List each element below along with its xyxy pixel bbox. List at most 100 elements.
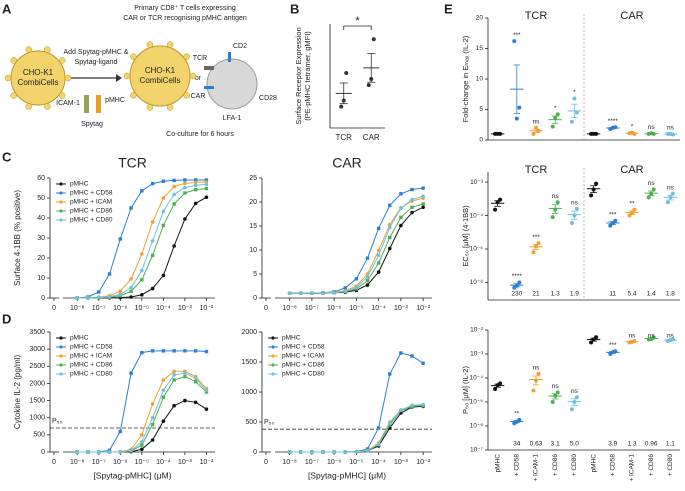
data-point bbox=[183, 349, 187, 353]
knob bbox=[44, 46, 51, 53]
data-point bbox=[193, 376, 198, 381]
legend-marker bbox=[59, 354, 63, 358]
data-point bbox=[172, 349, 176, 353]
data-point bbox=[183, 217, 187, 221]
data-point bbox=[495, 200, 500, 205]
data-point bbox=[343, 286, 347, 290]
icam-icon bbox=[84, 95, 89, 113]
y-tick-label: 5 bbox=[253, 271, 257, 278]
fold-label: 5.0 bbox=[570, 441, 579, 448]
y-axis-label: Cytokine IL-2 (pg/ml) bbox=[13, 355, 22, 430]
receptor-label: CD28 bbox=[259, 95, 277, 102]
data-point bbox=[670, 337, 675, 342]
data-point bbox=[150, 402, 155, 406]
y-tick-label: 50 bbox=[37, 195, 45, 202]
x-tick-label: 0 bbox=[264, 459, 268, 466]
section-label: TCR bbox=[525, 164, 548, 176]
data-point bbox=[161, 209, 166, 214]
y-axis-label: Surface Receptor Expression bbox=[294, 27, 303, 125]
x-tick-label: 10⁻² bbox=[416, 305, 430, 312]
data-point bbox=[183, 371, 187, 375]
data-point bbox=[107, 272, 112, 276]
y-tick-label: 15 bbox=[476, 45, 484, 52]
data-point bbox=[376, 270, 381, 274]
receptor-label: or bbox=[195, 75, 202, 82]
data-point bbox=[86, 296, 90, 300]
cell-label: CombiCells bbox=[18, 78, 59, 87]
pmhc-icon bbox=[96, 95, 101, 113]
data-point bbox=[150, 415, 155, 420]
data-point bbox=[172, 373, 176, 377]
data-point bbox=[399, 215, 403, 220]
data-point bbox=[517, 105, 522, 110]
data-point bbox=[140, 268, 144, 273]
data-point bbox=[161, 273, 166, 278]
data-point bbox=[140, 447, 144, 452]
x-tick-label: 10⁻⁶ bbox=[327, 459, 341, 466]
data-point bbox=[172, 403, 176, 408]
x-tick-label: 10⁻³ bbox=[178, 305, 192, 312]
y-tick-label: 20 bbox=[37, 255, 45, 262]
significance-label: *** bbox=[609, 211, 617, 218]
significance-label: ns bbox=[533, 364, 541, 371]
data-point bbox=[514, 116, 519, 121]
y-tick-label: 10⁻⁵ bbox=[470, 399, 484, 406]
significance-label: ns bbox=[667, 125, 675, 132]
t-cell bbox=[206, 58, 258, 110]
section-label: CAR bbox=[620, 10, 643, 22]
y-tick-label: 1000 bbox=[241, 389, 257, 396]
data-point bbox=[193, 380, 198, 384]
significance-label: ns bbox=[667, 184, 675, 191]
y-tick-label: 10⁻⁴ bbox=[470, 375, 484, 382]
legend-label: pMHC + CD86 bbox=[282, 362, 325, 369]
panel-label: C bbox=[2, 149, 12, 164]
x-tick-label: 10⁻⁸ bbox=[282, 305, 296, 312]
legend-marker bbox=[59, 363, 63, 367]
data-point bbox=[589, 340, 594, 345]
data-point bbox=[298, 291, 303, 296]
data-point bbox=[410, 354, 414, 358]
data-point bbox=[354, 277, 359, 281]
data-point bbox=[140, 443, 144, 447]
data-point bbox=[646, 195, 651, 200]
legend-marker bbox=[59, 336, 63, 340]
y-tick-label: 40 bbox=[37, 215, 45, 222]
data-point bbox=[150, 286, 155, 291]
y-tick-label: 60 bbox=[37, 175, 45, 182]
legend-marker bbox=[271, 345, 275, 349]
data-point bbox=[410, 197, 414, 202]
data-point bbox=[321, 291, 325, 296]
receptor-label: CAR bbox=[191, 93, 206, 100]
data-point bbox=[387, 421, 392, 426]
cell-label: CombiCells bbox=[140, 76, 181, 85]
data-point bbox=[150, 349, 155, 353]
legend-marker bbox=[271, 354, 275, 358]
data-point bbox=[536, 371, 541, 376]
y-tick-label: 10⁻⁶ bbox=[470, 423, 484, 430]
legend-marker bbox=[271, 372, 275, 376]
step-label: Co-culture for 6 hours bbox=[166, 131, 234, 138]
data-point bbox=[668, 195, 673, 200]
y-axis-label: EC₅₀ [μM] (4-1BB) bbox=[461, 205, 470, 267]
y-tick-label: 10⁻³ bbox=[470, 351, 484, 358]
data-point bbox=[129, 371, 133, 375]
x-tick-label: 10⁻⁷ bbox=[305, 459, 319, 466]
fold-label: 0.63 bbox=[530, 441, 543, 448]
data-point bbox=[150, 422, 155, 427]
x-tick-label: 10⁻⁶ bbox=[113, 459, 127, 466]
data-point bbox=[365, 256, 370, 260]
knob bbox=[189, 72, 197, 80]
data-point bbox=[531, 131, 536, 136]
legend-marker bbox=[59, 372, 63, 376]
data-point bbox=[150, 438, 155, 442]
legend-label: pMHC + CD58 bbox=[70, 344, 113, 351]
data-point bbox=[517, 417, 522, 422]
data-point bbox=[183, 398, 187, 403]
data-point bbox=[649, 191, 654, 196]
x-tick-label: 10⁻⁴ bbox=[156, 305, 171, 312]
significance-label: *** bbox=[532, 234, 540, 241]
data-point bbox=[183, 178, 187, 182]
x-tick-label: + CD80 bbox=[667, 454, 674, 477]
data-point bbox=[183, 374, 187, 379]
